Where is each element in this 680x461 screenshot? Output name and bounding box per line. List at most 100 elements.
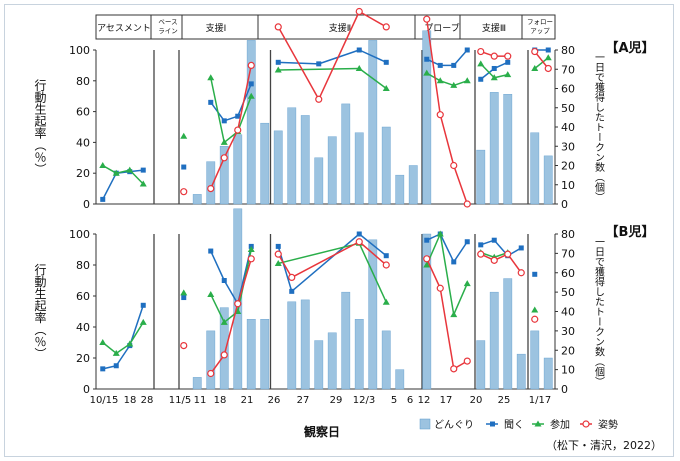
point-listen: [505, 59, 511, 65]
token-bar: [354, 319, 364, 390]
y-tick-label-right: 0: [561, 198, 568, 211]
series-line-聞く: [210, 250, 225, 281]
token-bar: [368, 239, 378, 390]
series-line-参加: [278, 67, 360, 71]
x-tick-label: 11/5: [169, 395, 191, 406]
series-line-参加: [237, 95, 252, 132]
point-participate: [99, 162, 107, 168]
legend-label: どんぐり: [434, 419, 474, 431]
y-tick-label-right: 50: [561, 286, 575, 299]
x-tick-label: 10/15: [90, 395, 119, 406]
token-bar: [300, 115, 310, 205]
series-line-参加: [210, 294, 225, 323]
legend-swatch-bar: [419, 418, 431, 430]
point-participate: [463, 280, 471, 287]
series-line-姿勢: [223, 129, 239, 159]
token-bar: [530, 330, 540, 390]
token-bar: [287, 301, 297, 390]
series-line-姿勢: [237, 65, 252, 131]
token-bar: [530, 132, 540, 205]
point-posture: [207, 369, 215, 378]
point-listen: [275, 59, 281, 65]
y-tick-label-left: 0: [83, 198, 90, 211]
point-listen: [289, 288, 295, 294]
series-line-姿勢: [210, 354, 225, 374]
point-listen: [181, 295, 187, 301]
token-bar: [395, 174, 405, 205]
point-participate: [423, 261, 431, 268]
point-posture: [423, 15, 431, 23]
point-listen: [221, 278, 227, 283]
phase-label: ライン: [158, 27, 178, 35]
token-bar: [381, 126, 391, 205]
series-line-姿勢: [223, 303, 239, 356]
point-posture: [274, 250, 282, 258]
point-listen: [478, 76, 484, 82]
token-bar: [395, 369, 405, 390]
point-listen: [532, 271, 538, 277]
x-tick-label: 29: [330, 395, 343, 406]
point-listen: [464, 47, 470, 53]
series-line-聞く: [358, 49, 387, 64]
panel-label: 【A児】: [605, 40, 654, 56]
point-participate: [274, 259, 282, 266]
point-listen: [113, 363, 119, 369]
point-listen: [100, 196, 106, 202]
y-tick-label-left: 40: [76, 321, 90, 334]
phase-label: 支援Ⅰ: [206, 22, 227, 34]
y-axis-label-left: 行動生起率（％）: [33, 263, 47, 359]
point-listen: [140, 167, 146, 173]
token-bar: [489, 291, 499, 390]
point-listen: [424, 56, 430, 62]
series-line-姿勢: [291, 241, 360, 279]
x-tick-label: 21: [241, 395, 254, 406]
point-posture: [180, 188, 188, 196]
series-line-参加: [358, 242, 387, 303]
point-listen: [181, 164, 187, 170]
series-line-姿勢: [453, 165, 468, 205]
phase-label: 支援Ⅱ: [329, 22, 351, 34]
x-tick-label: 17: [440, 395, 453, 406]
series-line-姿勢: [439, 114, 455, 166]
x-tick-label: 11: [194, 395, 207, 406]
x-tick-label: 1/17: [529, 395, 551, 406]
series-line-姿勢: [277, 26, 320, 100]
y-tick-label-right: 10: [561, 179, 575, 192]
token-bar: [476, 149, 486, 205]
point-posture: [355, 7, 363, 16]
y-tick-label-right: 10: [561, 364, 575, 377]
point-posture: [234, 126, 242, 134]
phase-label: フォロー: [527, 18, 553, 26]
figure-frame: [4, 4, 674, 457]
series-line-姿勢: [439, 288, 455, 369]
x-tick-label: 18: [124, 395, 137, 406]
point-participate: [207, 290, 215, 297]
series-line-姿勢: [534, 51, 549, 69]
series-line-姿勢: [237, 258, 252, 304]
point-participate: [220, 318, 228, 325]
y-tick-label-left: 80: [76, 259, 90, 272]
point-participate: [247, 92, 255, 99]
legend-marker-listen: [490, 421, 495, 427]
legend-label: 姿勢: [598, 418, 618, 431]
point-posture: [247, 61, 255, 70]
y-axis-label-left: 行動生起率（％）: [33, 79, 47, 175]
series-line-聞く: [129, 305, 144, 346]
phase-header-box: [95, 14, 556, 40]
y-tick-label-left: 80: [76, 75, 90, 88]
point-participate: [531, 306, 539, 313]
series-line-参加: [358, 67, 387, 90]
x-tick-label: 28: [141, 395, 154, 406]
phase-label: アセスメント: [97, 23, 151, 34]
point-posture: [436, 111, 444, 119]
point-participate: [180, 132, 188, 139]
y-tick-label-left: 0: [83, 383, 90, 396]
y-tick-label-right: 60: [561, 267, 575, 280]
token-bar: [341, 291, 351, 390]
y-tick-label-right: 40: [561, 121, 575, 134]
token-bar: [219, 307, 229, 390]
token-bar: [273, 130, 283, 205]
point-participate: [450, 81, 458, 88]
point-listen: [437, 62, 443, 68]
